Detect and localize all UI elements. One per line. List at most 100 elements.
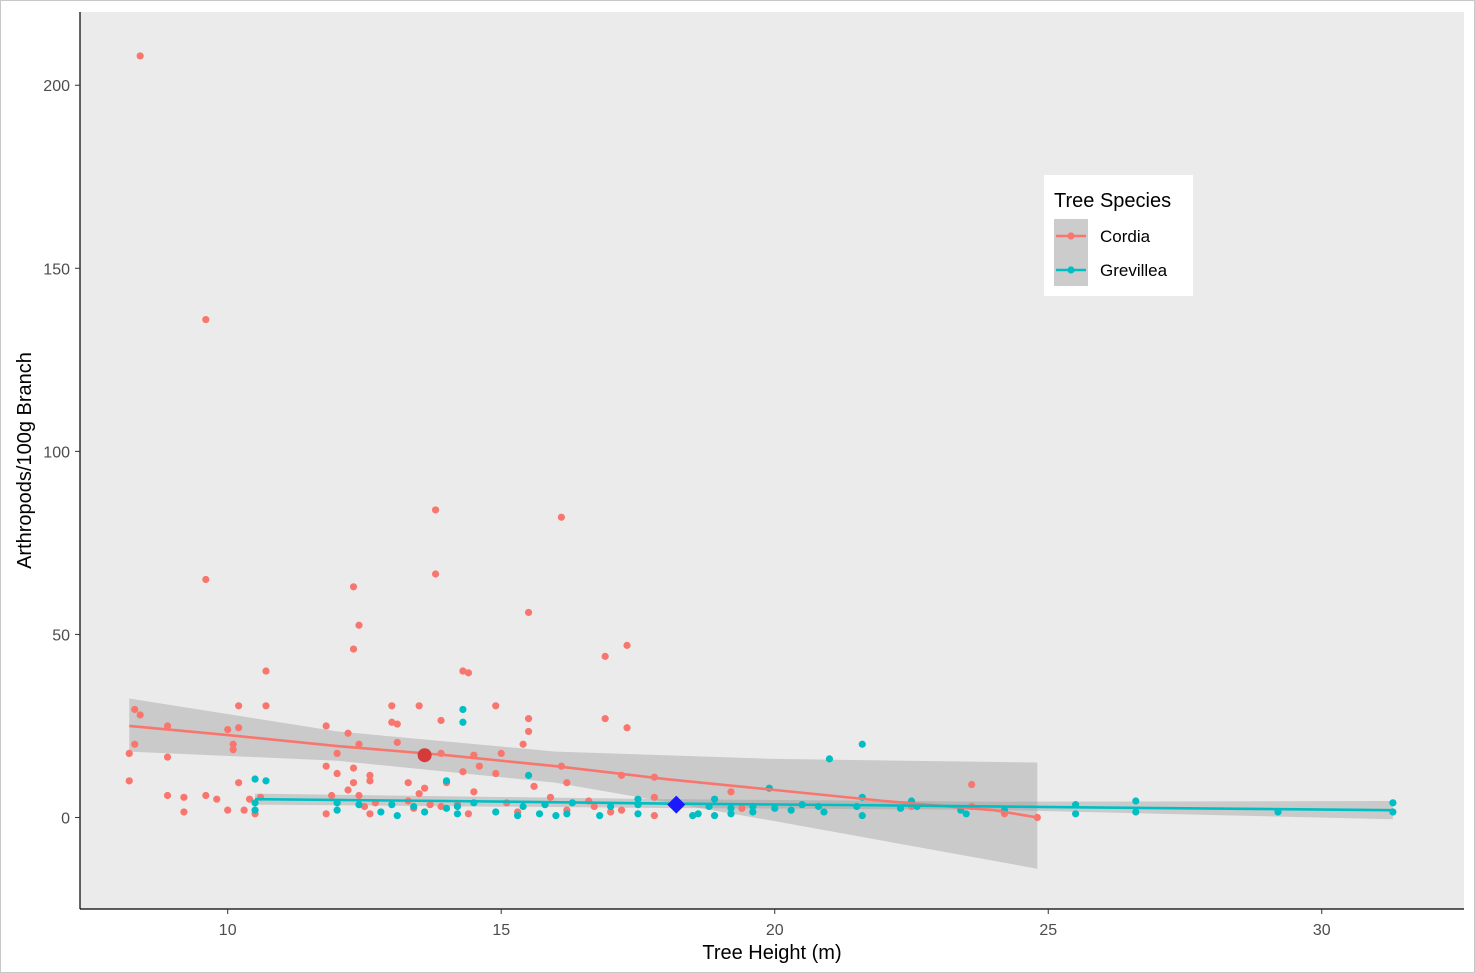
data-point-cordia	[492, 769, 500, 778]
data-point-cordia	[388, 718, 396, 726]
legend-label-cordia: Cordia	[1100, 227, 1151, 246]
data-point-cordia	[421, 784, 429, 792]
data-point-cordia	[404, 779, 412, 787]
data-point-cordia	[202, 575, 210, 584]
data-point-cordia	[431, 570, 440, 578]
data-point-cordia	[393, 738, 401, 747]
data-point-cordia	[235, 702, 243, 710]
data-point-cordia	[125, 749, 133, 757]
data-point-grevillea	[1132, 808, 1140, 816]
data-point-grevillea	[552, 812, 560, 820]
data-point-grevillea	[858, 740, 866, 748]
data-point-cordia	[136, 52, 144, 60]
data-point-cordia	[131, 740, 139, 748]
data-point-cordia	[437, 716, 445, 725]
data-point-cordia	[355, 740, 363, 748]
data-point-cordia	[366, 771, 374, 779]
data-point-cordia	[623, 641, 631, 649]
x-tick-label: 30	[1313, 922, 1331, 939]
data-point-cordia	[492, 702, 500, 710]
data-point-cordia	[524, 715, 533, 723]
data-point-cordia	[180, 793, 188, 801]
data-point-cordia	[333, 749, 341, 757]
data-point-grevillea	[453, 802, 462, 811]
data-point-cordia	[333, 769, 341, 778]
data-point-grevillea	[492, 808, 500, 816]
data-point-cordia	[235, 779, 243, 787]
plot-panel	[80, 12, 1464, 909]
y-tick-label: 150	[43, 261, 70, 278]
data-point-cordia	[617, 806, 626, 814]
data-point-cordia	[524, 727, 533, 736]
data-point-cordia	[322, 762, 330, 770]
data-point-grevillea	[1389, 799, 1397, 807]
data-point-grevillea	[410, 802, 418, 811]
data-point-cordia	[601, 652, 609, 660]
data-point-cordia	[224, 806, 232, 814]
data-point-grevillea	[771, 804, 779, 812]
data-point-grevillea	[355, 801, 363, 809]
data-point-cordia	[245, 795, 254, 803]
data-point-cordia	[519, 740, 527, 748]
data-point-grevillea	[535, 810, 544, 818]
mean-markers	[417, 748, 686, 814]
x-tick-label: 15	[492, 922, 510, 939]
data-point-grevillea	[634, 810, 642, 818]
data-point-cordia	[437, 802, 445, 811]
data-point-grevillea	[858, 812, 866, 820]
data-point-cordia	[202, 791, 210, 800]
data-point-grevillea	[1132, 797, 1140, 805]
data-point-cordia	[650, 812, 658, 820]
data-point-grevillea	[453, 810, 462, 818]
axes: 10 15 20 25 30 0 50 100 150 200	[43, 12, 1464, 939]
data-point-cordia	[607, 808, 615, 816]
data-point-grevillea	[393, 812, 401, 820]
data-point-grevillea	[727, 810, 735, 818]
data-point-grevillea	[607, 802, 615, 811]
legend: Tree Species Cordia Grevillea	[1044, 175, 1193, 296]
data-point-cordia	[349, 583, 358, 591]
legend-label-grevillea: Grevillea	[1100, 261, 1168, 280]
data-point-cordia	[163, 722, 172, 730]
data-point-grevillea	[749, 808, 757, 816]
y-tick-label: 0	[61, 810, 70, 827]
data-point-cordia	[355, 621, 363, 629]
data-point-grevillea	[524, 771, 533, 779]
data-point-grevillea	[251, 799, 259, 807]
data-point-cordia	[355, 791, 363, 800]
mean-marker-cordia	[417, 748, 432, 763]
data-point-cordia	[590, 802, 598, 811]
data-point-cordia	[459, 667, 467, 675]
data-point-cordia	[202, 315, 210, 324]
data-point-cordia	[530, 782, 538, 790]
data-point-cordia	[524, 608, 533, 617]
data-point-cordia	[163, 753, 172, 761]
data-point-cordia	[738, 804, 746, 812]
x-tick-label: 10	[219, 922, 237, 939]
data-point-grevillea	[825, 755, 834, 763]
data-point-grevillea	[596, 812, 604, 820]
data-point-cordia	[727, 788, 735, 796]
data-point-cordia	[136, 711, 144, 719]
x-tick-label: 20	[766, 922, 784, 939]
data-point-cordia	[262, 667, 270, 675]
legend-key-background	[1054, 219, 1088, 286]
data-point-cordia	[349, 645, 358, 653]
trend-lines	[129, 724, 1393, 819]
y-tick-label: 50	[52, 627, 70, 644]
data-point-grevillea	[710, 812, 719, 820]
x-tick-label: 25	[1039, 922, 1057, 939]
data-point-grevillea	[333, 806, 341, 814]
data-point-cordia	[968, 780, 976, 789]
data-point-cordia	[426, 801, 434, 809]
data-point-cordia	[464, 669, 472, 677]
data-point-cordia	[366, 810, 374, 818]
y-tick-label: 200	[43, 78, 70, 95]
data-point-cordia	[393, 720, 401, 728]
data-point-cordia	[131, 705, 139, 714]
data-point-cordia	[623, 724, 631, 732]
confidence-band-cordia	[129, 698, 1038, 869]
legend-key-point-grevillea	[1067, 266, 1075, 274]
data-point-cordia	[349, 779, 358, 787]
